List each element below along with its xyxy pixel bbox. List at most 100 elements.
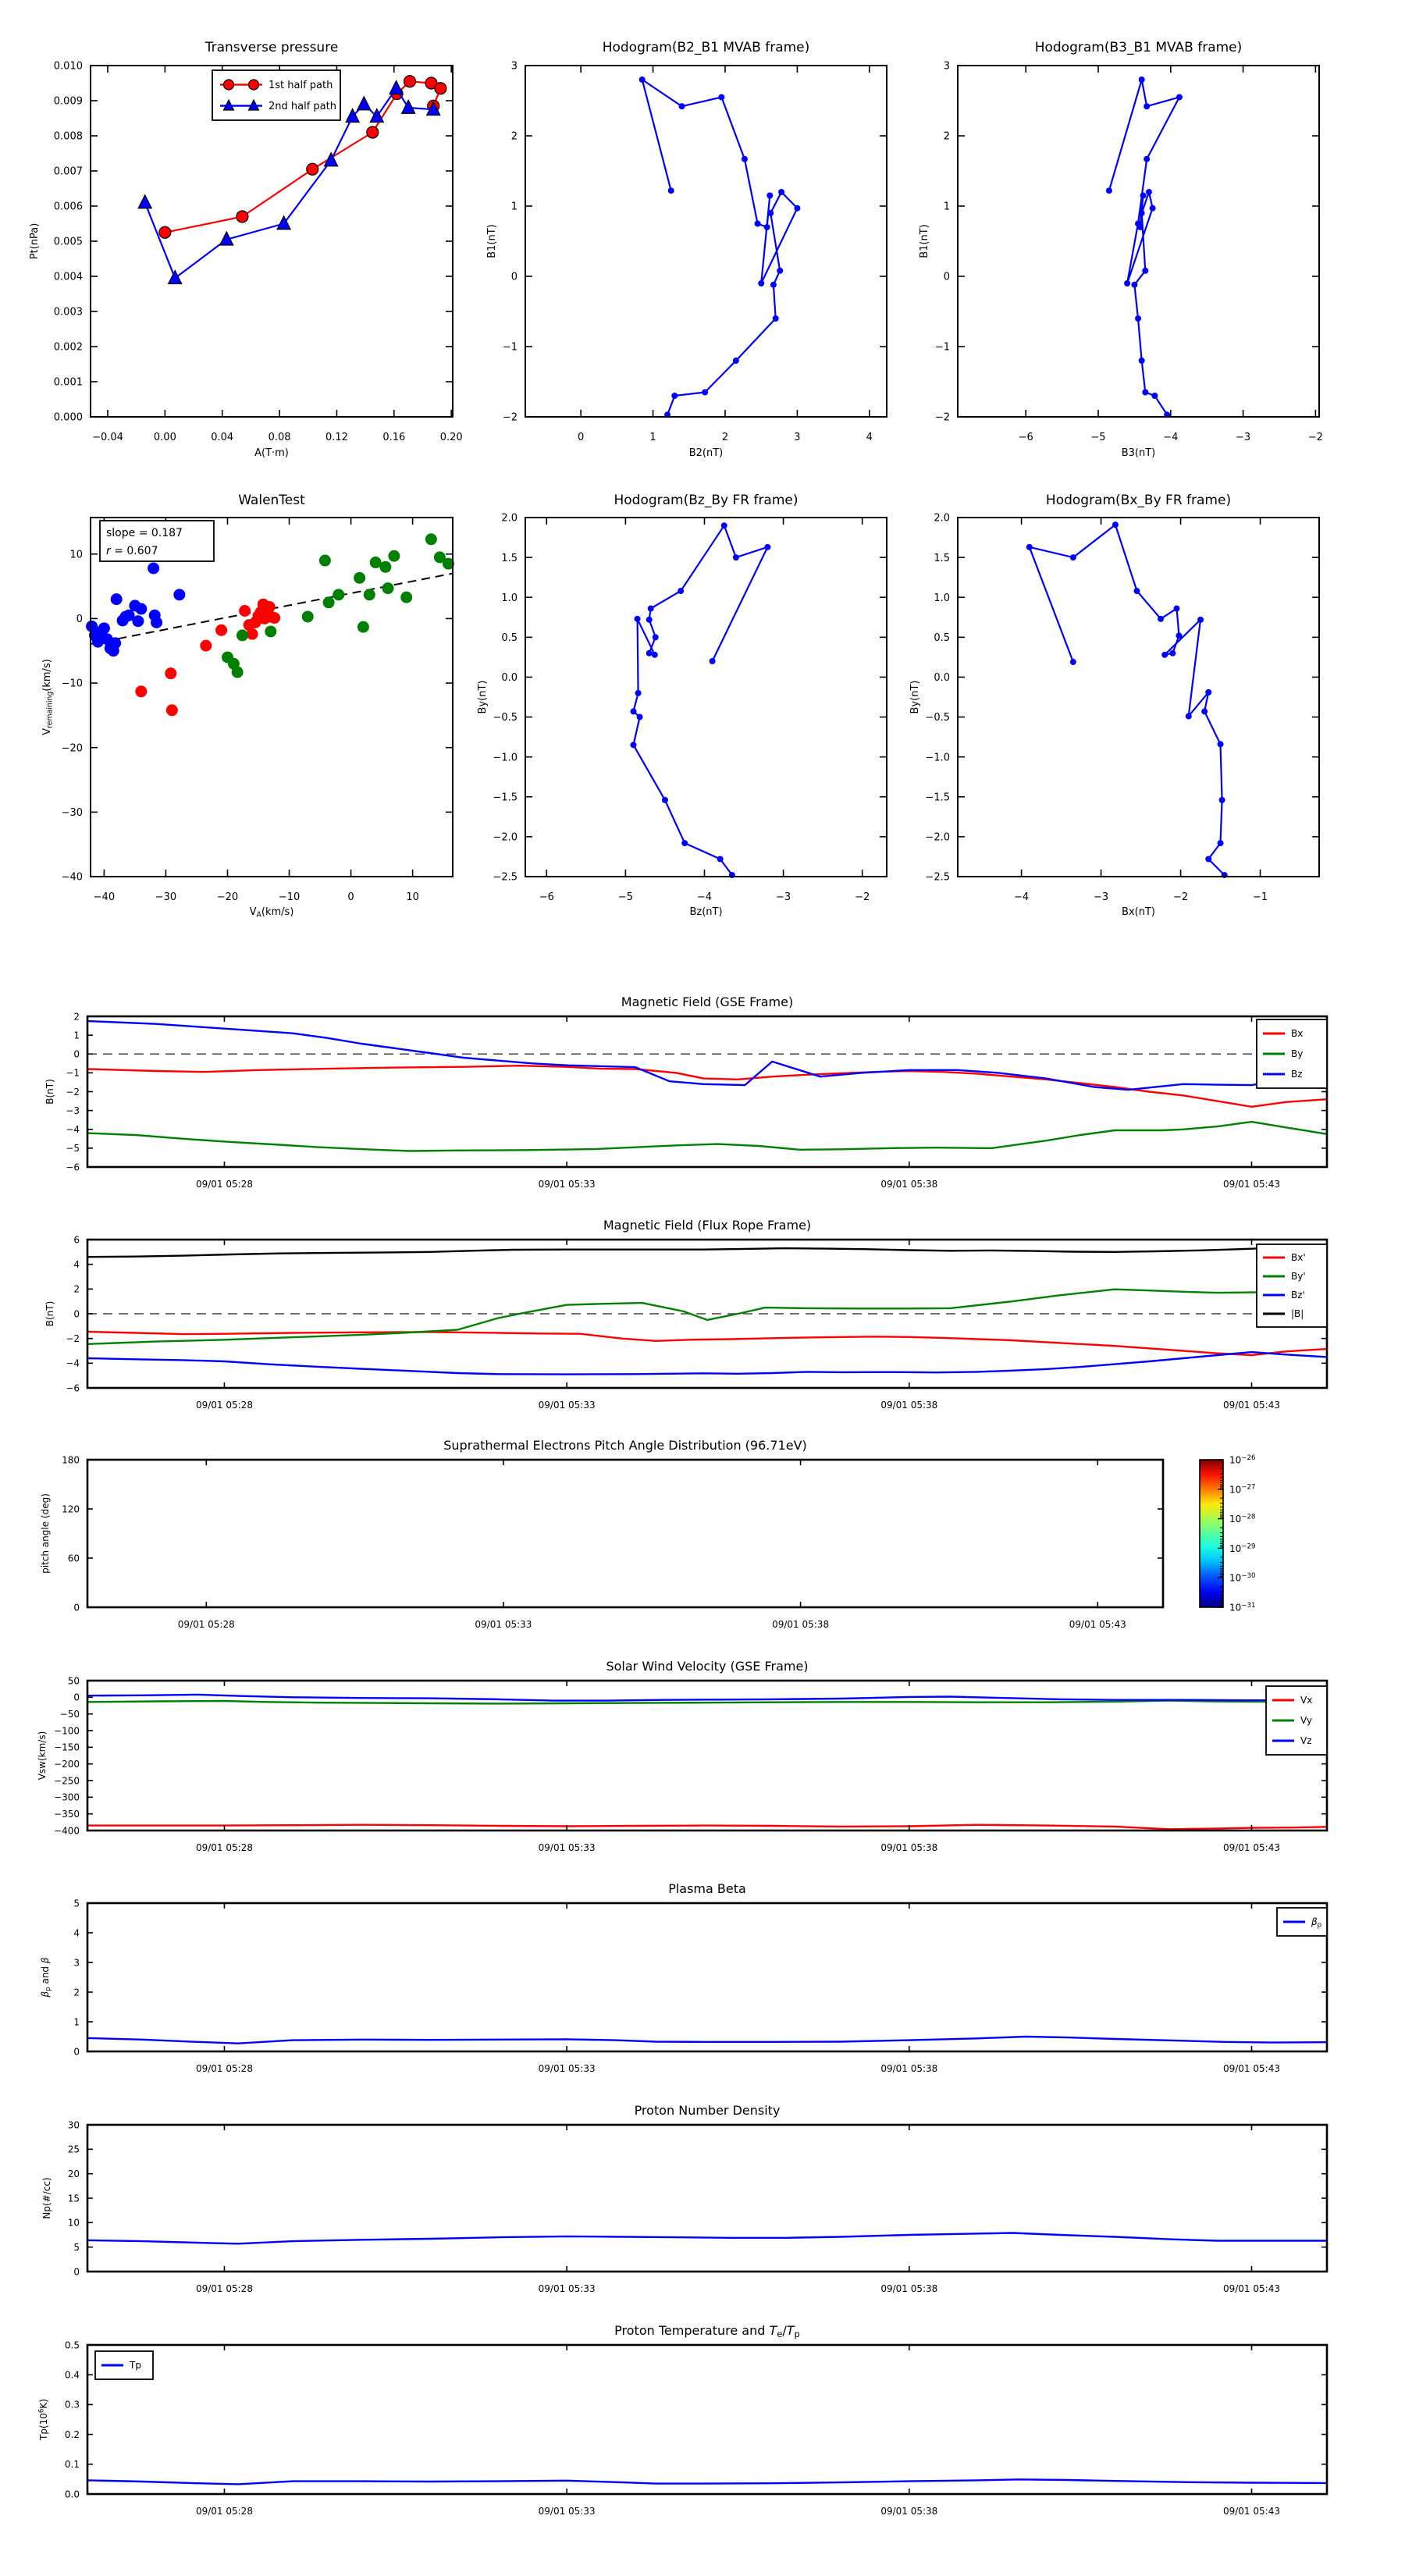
marker-dot [369,557,382,569]
marker-dot [400,591,413,603]
marker-dot [354,571,366,584]
marker-dot [1145,189,1152,195]
marker-dot [763,224,770,230]
y-tick-label: −40 [62,872,83,884]
marker-dot [1218,796,1225,803]
x-tick-label: −3 [1094,891,1108,903]
marker-dot [1069,554,1076,561]
y-tick-label: 0.010 [54,61,83,73]
y-tick-label: −300 [54,1792,80,1803]
marker-dot [1105,187,1112,194]
y-tick-label: 1 [73,2016,80,2027]
marker-dot [638,76,646,83]
x-tick-label: 09/01 05:28 [196,2506,253,2517]
y-tick-label: −10 [62,678,83,690]
y-tick-label: 0 [76,614,83,625]
colorbar-label: 10−28 [1229,1514,1255,1525]
legend-label: By [1291,1048,1303,1059]
annotation-box [99,520,215,562]
y-tick-label: −20 [62,742,83,754]
y-tick-label: 60 [68,1553,80,1564]
marker-dot [388,550,400,562]
series-line-Bx' [87,1330,1328,1357]
marker-dot [246,628,258,640]
marker-circle [158,226,172,239]
legend-label: By' [1291,1271,1306,1282]
marker-dot [301,610,314,623]
marker-dot [135,603,148,615]
marker-dot [1138,76,1145,83]
marker-dot [630,708,637,715]
y-tick-label: −2.0 [925,832,950,844]
x-tick-label: 3 [794,432,800,443]
chart-mf-gse: 09/01 05:28 09/01 05:33 09/01 05:38 09/01 0… [44,994,1329,1190]
marker-dot [1144,103,1151,110]
marker-dot [777,267,784,274]
series-line-beta_p [87,2035,1328,2044]
series-line-Bz [87,1019,1328,1091]
series-line-Vy [87,1699,1327,1705]
y-tick-label: 1.5 [934,553,950,564]
marker-dot [322,596,335,609]
marker-dot [636,713,643,720]
y-tick-label: 0.0 [501,672,518,684]
colorbar-label: 10−26 [1229,1454,1255,1466]
y-axis-label: Vremaining(km/s) [41,659,54,735]
chart-plasma-beta: 09/01 05:28 09/01 05:33 09/01 05:38 09/01 0… [40,1881,1329,2074]
y-tick-label: 0 [73,1692,80,1703]
series-line-Vx [87,1823,1328,1831]
y-tick-label: −1 [503,342,518,354]
axes-frame [86,2123,1329,2273]
marker-dot [678,103,685,110]
y-axis-label: B1(nT) [919,224,930,258]
y-axis-label: Tp(106K) [37,2399,49,2441]
marker-dot [379,560,392,573]
x-tick-label: −0.04 [92,432,123,443]
y-tick-label: −2 [66,1333,80,1344]
y-tick-label: 0 [73,2046,80,2057]
y-tick-label: −150 [54,1742,80,1753]
chart-transverse-pressure: −0.04 0.00 0.04 0.08 0.12 0.16 0.20 0.000 0.001 0… [29,40,463,459]
y-axis-label: B(nT) [44,1079,55,1105]
marker-dot [1205,688,1212,696]
marker-dot [635,689,642,696]
series-line-Bx [87,1064,1328,1108]
marker-circle [236,210,249,223]
x-tick-label: −5 [1090,432,1105,443]
marker-dot [333,589,345,601]
marker-dot [1217,840,1224,847]
y-tick-label: −6 [66,1382,80,1393]
chart-title: Proton Number Density [635,2103,781,2118]
chart-title: Hodogram(Bz_By FR frame) [614,493,798,508]
axes-frame [86,2343,1329,2496]
x-tick-label: 09/01 05:33 [539,2283,596,2294]
series-markers-B2-B1 path [638,76,801,418]
chart-proton-density: 09/01 05:28 09/01 05:33 09/01 05:38 09/01 0… [41,2103,1329,2294]
marker-triangle [389,80,404,95]
y-tick-label: 0 [511,272,518,283]
marker-dot [767,192,774,199]
marker-dot [741,155,748,162]
x-tick-label: −10 [279,891,300,903]
legend-label: Bz' [1291,1290,1305,1300]
legend-label: 2nd half path [269,101,336,112]
y-tick-label: −250 [54,1775,80,1786]
y-tick-label: 0.003 [54,307,83,318]
series-line-Tp [87,2478,1328,2485]
x-tick-label: 4 [866,432,873,443]
y-tick-label: −6 [66,1162,80,1172]
x-axis-label: Bx(nT) [1122,906,1155,918]
marker-dot [1131,281,1138,288]
chart-proton-temperature: 09/01 05:28 09/01 05:33 09/01 05:38 09/01 0… [37,2323,1329,2517]
x-tick-label: −4 [1014,891,1029,903]
x-tick-label: 09/01 05:38 [772,1619,829,1630]
legend-box [212,69,341,121]
y-tick-label: 2 [73,1987,80,1998]
marker-dot [1201,708,1208,715]
y-tick-label: 2 [73,1011,80,1022]
series-line-By' [87,1288,1329,1345]
chart-pitch-angle: 09/01 05:28 09/01 05:33 09/01 05:38 09/01 0… [40,1438,1255,1630]
axes-frame [86,1679,1329,1832]
series-markers-first-interval [86,562,186,657]
x-tick-label: 0.20 [440,432,463,443]
